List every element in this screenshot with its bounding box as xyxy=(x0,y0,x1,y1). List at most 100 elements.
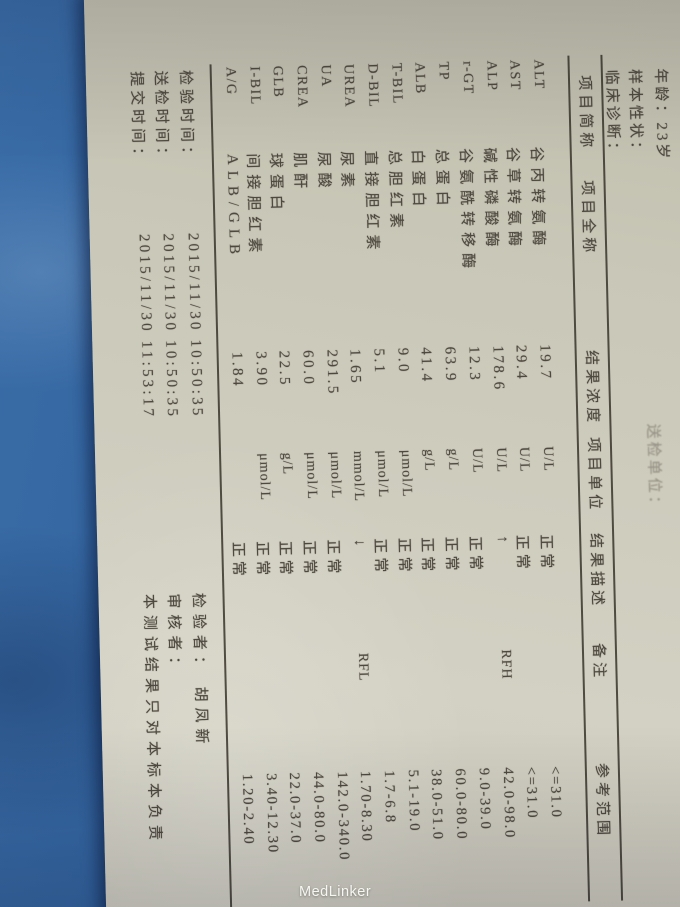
cell-full: 尿酸 xyxy=(314,151,332,194)
medlinker-watermark: MedLinker xyxy=(299,884,372,900)
cell-full: 谷氨酰转移酶 xyxy=(456,148,476,275)
cell-abbr: A/G xyxy=(222,66,239,96)
footer-time: 2015/11/30 10:50:35 xyxy=(184,232,206,419)
header-unit: 项目单位 xyxy=(584,436,603,514)
cell-abbr: AST xyxy=(506,59,523,92)
field-age: 年龄：23岁 xyxy=(651,68,674,162)
cell-full: 总蛋白 xyxy=(432,148,451,212)
cell-desc: 正常 xyxy=(537,534,555,573)
cell-result: 12.3 xyxy=(465,345,483,383)
cell-range: 1.70-8.30 xyxy=(357,770,375,843)
cell-result: 1.65 xyxy=(346,348,364,386)
cell-desc: 正常 xyxy=(229,541,247,581)
cell-full: 肌酐 xyxy=(290,152,308,195)
cell-range: 1.7-6.8 xyxy=(380,770,399,825)
paper-document: 年龄：23岁 送检单位： 样本性状： 临床诊断： 项目简称 项目全称 结果浓度 … xyxy=(83,0,680,907)
cell-abbr: TP xyxy=(435,61,452,82)
header-desc: 结果描述 xyxy=(587,532,605,610)
cell-result: 1.84 xyxy=(228,351,246,389)
cell-abbr: ALT xyxy=(530,59,547,91)
field-age-label: 年龄： xyxy=(651,68,670,123)
cell-desc: 正常 xyxy=(513,534,531,574)
cell-result: 41.4 xyxy=(418,347,435,384)
cell-remark: RFH xyxy=(497,649,514,680)
cell-abbr: ALP xyxy=(483,60,499,92)
cell-desc: 正常 xyxy=(323,539,341,578)
cell-abbr: r-GT xyxy=(459,60,476,96)
cell-range: 60.0-80.0 xyxy=(452,768,470,841)
cell-result: 29.4 xyxy=(512,344,530,382)
cell-unit: U/L xyxy=(539,446,556,473)
cell-range: 5.1-19.0 xyxy=(404,769,423,833)
cell-abbr: UA xyxy=(317,64,333,89)
field-age-value: 23岁 xyxy=(653,122,671,162)
footer-right: 审核者： xyxy=(164,593,183,678)
cell-result: 178.6 xyxy=(489,345,507,392)
cell-range: 3.40-12.30 xyxy=(262,772,281,855)
cell-range: 22.0-37.0 xyxy=(286,772,304,845)
cell-unit: U/L xyxy=(468,447,485,474)
cell-result: 9.0 xyxy=(394,347,411,375)
cell-range: 38.0-51.0 xyxy=(428,768,447,842)
footer-label: 检验时间： xyxy=(176,69,195,166)
cell-unit: g/L xyxy=(279,452,295,476)
cell-range: <=31.0 xyxy=(523,766,541,820)
cell-unit: μmol/L xyxy=(326,451,343,500)
cell-unit: mmol/L xyxy=(350,450,367,503)
cell-desc: 正常 xyxy=(371,538,389,577)
clipped-fragment: 送检单位： xyxy=(644,423,663,514)
footer-time: 2015/11/30 10:50:35 xyxy=(160,233,181,420)
cell-desc: 正常 xyxy=(252,541,270,580)
header-full: 项目全称 xyxy=(578,180,597,257)
cell-desc: 正常 xyxy=(442,536,460,575)
cell-unit: g/L xyxy=(445,448,461,472)
cell-full: 球蛋白 xyxy=(267,152,285,217)
cell-desc: 正常 xyxy=(394,537,412,577)
cell-desc: ↓ xyxy=(351,538,368,551)
field-sample-character: 样本性状： xyxy=(625,68,644,160)
cell-desc: 正常 xyxy=(466,535,483,575)
cell-desc: 正常 xyxy=(276,540,294,579)
cell-range: 1.20-2.40 xyxy=(238,773,257,846)
header-result: 结果浓度 xyxy=(582,349,601,427)
cell-unit: μmol/L xyxy=(303,451,320,500)
cell-desc: ↑ xyxy=(493,535,511,548)
cell-unit: U/L xyxy=(492,447,509,474)
cell-full: 谷草转氨酶 xyxy=(503,146,523,253)
cell-full: 白蛋白 xyxy=(409,149,427,213)
cell-full: 总胆红素 xyxy=(385,149,404,235)
cell-range: 44.0-80.0 xyxy=(309,771,328,844)
cell-abbr: I-BIL xyxy=(246,66,263,106)
header-abbr: 项目简称 xyxy=(575,75,594,152)
cell-full: 间接胆红素 xyxy=(243,153,262,259)
cell-abbr: CREA xyxy=(293,64,310,109)
header-remark: 备注 xyxy=(589,642,607,682)
cell-result: 63.9 xyxy=(441,346,459,384)
cell-abbr: UREA xyxy=(340,63,358,109)
cell-result: 22.5 xyxy=(275,350,293,388)
footer-right: 检验者： 胡凤新 xyxy=(189,592,210,750)
cell-unit: μmol/L xyxy=(374,450,391,499)
cell-result: 3.90 xyxy=(252,351,270,388)
footer-right: 本测试结果只对本标本负责 xyxy=(140,593,163,847)
cell-desc: 正常 xyxy=(418,537,436,576)
cell-abbr: GLB xyxy=(269,65,286,99)
footer-label: 送检时间： xyxy=(152,70,171,166)
cell-range: 42.0-98.0 xyxy=(499,767,518,840)
cell-remark: RFL xyxy=(355,652,372,682)
cell-abbr: D-BIL xyxy=(364,63,381,109)
cell-unit: U/L xyxy=(516,446,532,473)
cell-full: 尿素 xyxy=(338,150,356,194)
cell-range: 9.0-39.0 xyxy=(475,767,494,831)
cell-abbr: ALB xyxy=(412,62,428,95)
cell-full: 碱性磷酸酶 xyxy=(480,147,499,253)
cell-desc: 正常 xyxy=(300,539,318,579)
field-clinical-diagnosis: 临床诊断： xyxy=(602,69,621,160)
cell-range: <=31.0 xyxy=(546,765,565,819)
cell-full: 直接胆红素 xyxy=(361,150,381,256)
cell-full: ALB/GLB xyxy=(223,153,243,261)
footer-label: 提交时间： xyxy=(127,71,146,167)
cell-unit: μmol/L xyxy=(255,453,272,502)
cell-unit: g/L xyxy=(421,448,438,472)
